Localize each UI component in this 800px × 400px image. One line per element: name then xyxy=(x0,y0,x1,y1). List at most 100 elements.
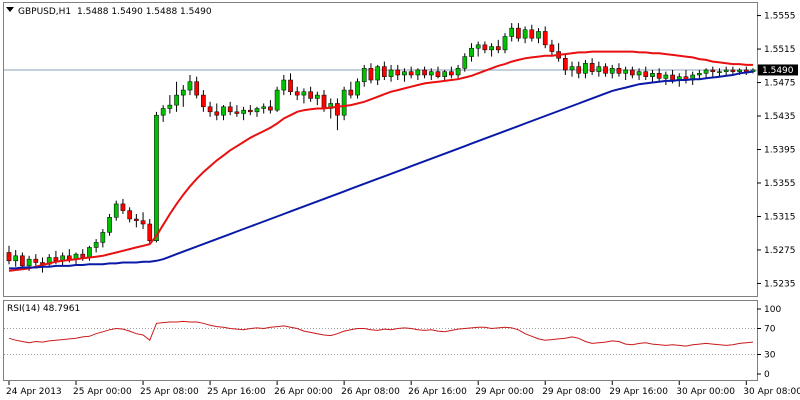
bull-candle-body xyxy=(442,71,448,77)
price-marker-label: 1.5490 xyxy=(762,66,794,76)
bear-candle-body xyxy=(656,73,662,79)
price-tick-label: 1.5235 xyxy=(764,279,796,289)
bull-candle-body xyxy=(167,104,173,109)
bull-candle-body xyxy=(609,68,615,74)
time-tick-label: 30 Apr 08:00 xyxy=(743,387,800,397)
rsi-tick-label: 30 xyxy=(764,351,776,361)
bull-candle-body xyxy=(341,89,347,116)
time-tick-label: 24 Apr 2013 xyxy=(6,387,62,397)
dropdown-triangle-icon[interactable] xyxy=(6,7,14,12)
bull-candle-body xyxy=(428,71,434,76)
bear-candle-body xyxy=(321,94,327,109)
bear-candle-body xyxy=(616,68,622,74)
bull-candle-body xyxy=(87,247,92,258)
slow-moving-average-line xyxy=(9,70,754,270)
bull-candle-body xyxy=(180,89,186,96)
chart-header: GBPUSD,H1 1.5488 1.5490 1.5488 1.5490 xyxy=(6,7,212,17)
bull-candle-body xyxy=(536,31,541,39)
bull-candle-body xyxy=(13,255,19,262)
bear-candle-body xyxy=(395,69,401,76)
bear-candle-body xyxy=(288,79,293,92)
time-tick-label: 25 Apr 00:00 xyxy=(73,387,132,397)
bull-candle-body xyxy=(261,106,267,109)
bull-candle-body xyxy=(254,108,260,113)
bear-candle-body xyxy=(408,71,414,76)
bull-candle-body xyxy=(402,71,407,76)
bear-candle-body xyxy=(643,71,649,77)
time-tick-label: 25 Apr 08:00 xyxy=(140,387,199,397)
bull-candle-body xyxy=(469,47,474,57)
bear-candle-body xyxy=(234,111,240,114)
bear-candle-body xyxy=(214,111,220,116)
bull-candle-body xyxy=(301,91,307,96)
bull-candle-body xyxy=(502,36,508,51)
time-tick-label: 26 Apr 08:00 xyxy=(341,387,400,397)
bear-candle-body xyxy=(201,94,206,108)
bear-candle-body xyxy=(348,89,354,96)
time-tick-label: 29 Apr 00:00 xyxy=(475,387,534,397)
bull-candle-body xyxy=(475,44,481,49)
rsi-panel-frame xyxy=(3,300,758,381)
bull-candle-body xyxy=(160,108,166,116)
bear-candle-body xyxy=(549,44,555,52)
rsi-level-lines xyxy=(4,328,757,355)
bear-candle-body xyxy=(247,109,253,113)
ohlc-values: 1.5488 1.5490 1.5488 1.5490 xyxy=(77,7,212,17)
bull-candle-body xyxy=(703,69,709,74)
bull-candle-body xyxy=(636,71,642,76)
bull-candle-body xyxy=(623,69,628,74)
bear-candle-body xyxy=(529,29,535,39)
bear-candle-body xyxy=(227,106,233,113)
rsi-line xyxy=(8,320,754,347)
bear-candle-body xyxy=(562,58,568,71)
bear-candle-body xyxy=(516,27,521,39)
bear-candle-body xyxy=(80,253,86,258)
bear-candle-body xyxy=(603,66,608,74)
bull-candle-body xyxy=(415,69,421,76)
bull-candle-body xyxy=(100,232,106,243)
bear-candle-body xyxy=(576,66,582,74)
bull-candle-body xyxy=(241,109,246,114)
bear-candle-body xyxy=(20,255,25,267)
bull-candle-body xyxy=(154,114,159,241)
symbol-label: GBPUSD,H1 xyxy=(18,7,71,17)
bull-candle-body xyxy=(107,217,112,233)
rsi-tick-label: 70 xyxy=(764,325,776,335)
price-axis-ticks: 1.5555 1.5515 1.5475 1.5435 1.5395 1.5355 1.53… xyxy=(757,12,796,289)
time-tick-label: 26 Apr 00:00 xyxy=(274,387,333,397)
time-tick-label: 25 Apr 16:00 xyxy=(207,387,266,397)
bull-candle-body xyxy=(462,56,468,69)
candlesticks xyxy=(6,23,756,273)
bull-candle-body xyxy=(489,46,494,51)
bull-candle-body xyxy=(697,73,702,76)
bear-candle-body xyxy=(482,44,488,51)
price-marker-box xyxy=(758,64,798,76)
bear-candle-body xyxy=(127,210,132,220)
bull-candle-body xyxy=(314,94,320,99)
fast-moving-average-line xyxy=(8,50,753,272)
rsi-tick-label: 0 xyxy=(764,370,770,380)
price-tick-label: 1.5315 xyxy=(764,212,796,222)
bear-candle-body xyxy=(134,218,139,221)
bear-candle-body xyxy=(33,258,39,263)
bear-candle-body xyxy=(670,74,675,81)
price-tick-label: 1.5275 xyxy=(764,246,796,256)
current-price-marker: 1.5490 xyxy=(758,64,798,76)
bear-candle-body xyxy=(589,63,595,72)
bull-candle-body xyxy=(361,68,367,82)
bear-candle-body xyxy=(308,91,313,99)
bull-candle-body xyxy=(174,94,179,106)
bull-candle-body xyxy=(221,106,226,116)
time-tick-label: 29 Apr 08:00 xyxy=(542,387,601,397)
bull-candle-body xyxy=(187,81,193,91)
bull-candle-body xyxy=(455,68,461,76)
bull-candle-body xyxy=(650,73,655,77)
price-tick-label: 1.5355 xyxy=(764,179,796,189)
bear-candle-body xyxy=(422,69,427,76)
bear-candle-body xyxy=(495,46,501,51)
bull-candle-body xyxy=(375,66,380,81)
bear-candle-body xyxy=(542,31,548,46)
bear-candle-body xyxy=(449,71,454,76)
bull-candle-body xyxy=(583,63,588,74)
